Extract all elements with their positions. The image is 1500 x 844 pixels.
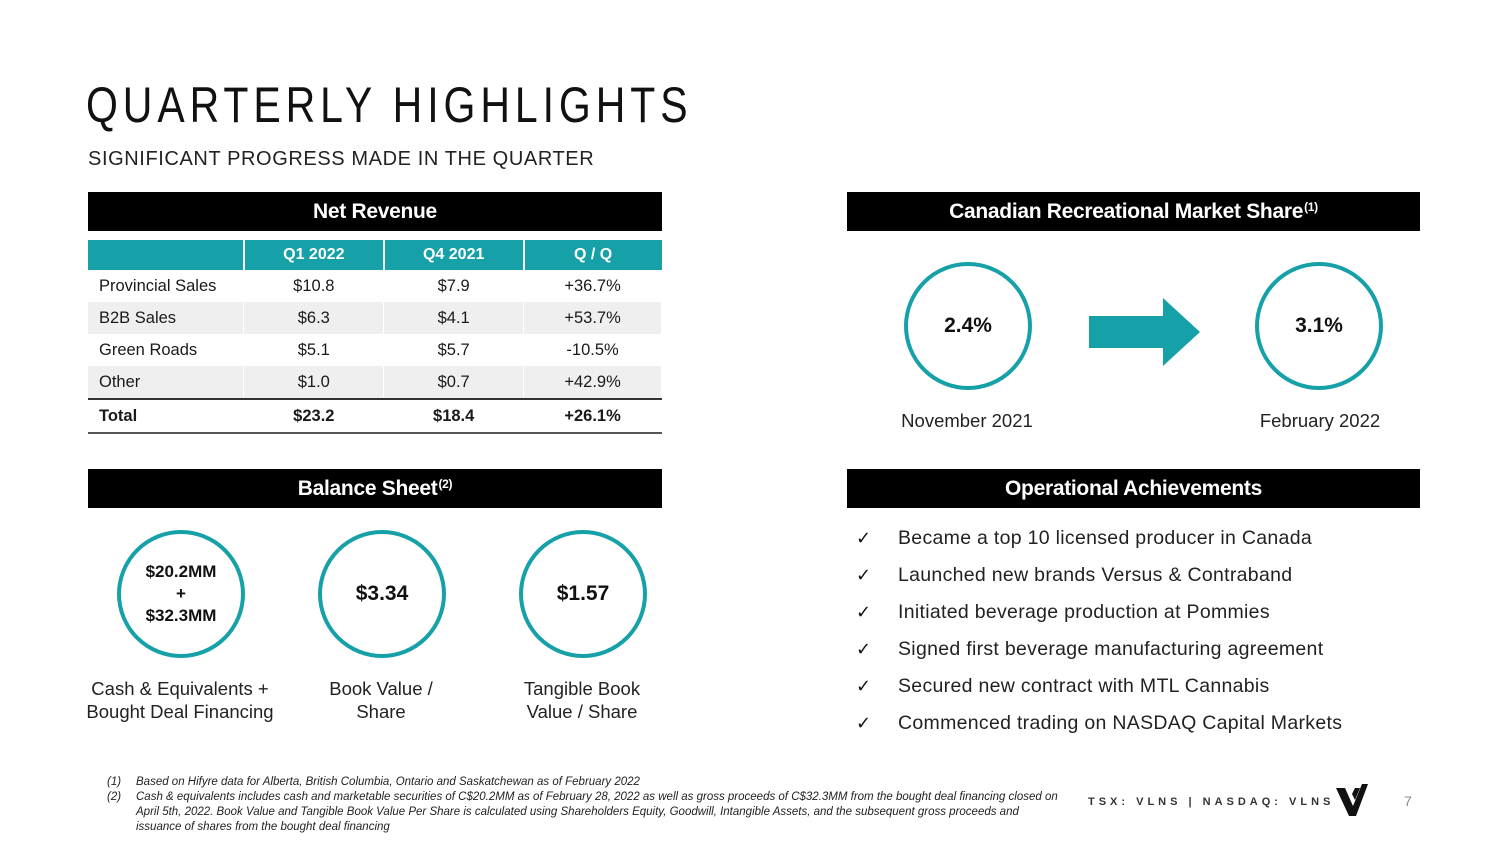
column-header: Q4 2021: [383, 240, 525, 270]
footnote-ref: (2): [438, 476, 453, 491]
check-icon: ✓: [856, 528, 872, 548]
cell-q1: $23.2: [243, 398, 385, 434]
net-revenue-table: Q1 2022 Q4 2021 Q / Q Provincial Sales $…: [88, 240, 662, 434]
row-label: B2B Sales: [88, 302, 245, 334]
cell-q4: $0.7: [383, 366, 525, 399]
market-share-heading: Canadian Recreational Market Share (1): [847, 192, 1420, 231]
list-item: ✓ Launched new brands Versus & Contraband: [856, 557, 1342, 594]
market-share-before-value: 2.4%: [944, 314, 992, 337]
balance-sheet-heading-text: Balance Sheet: [297, 476, 438, 500]
achievement-text: Launched new brands Versus & Contraband: [898, 564, 1293, 586]
tangible-book-value: $1.57: [556, 582, 610, 605]
footnote-text: Cash & equivalents includes cash and mar…: [136, 791, 1058, 833]
cell-qq: +26.1%: [523, 398, 662, 434]
list-item: ✓ Signed first beverage manufacturing agr…: [856, 631, 1342, 668]
page-number: 7: [1404, 793, 1412, 809]
cell-qq: +53.7%: [523, 302, 662, 334]
list-item: ✓ Secured new contract with MTL Cannabis: [856, 668, 1342, 705]
book-value-caption: Book Value / Share: [329, 678, 433, 722]
market-share-after-value: 3.1%: [1295, 314, 1343, 337]
footnote-text: Based on Hifyre data for Alberta, Britis…: [136, 776, 640, 788]
versus-logo-icon: [1336, 784, 1368, 816]
table-row: B2B Sales $6.3 $4.1 +53.7%: [88, 302, 662, 334]
cash-caption: Cash & Equivalents + Bought Deal Financi…: [86, 678, 274, 722]
achievements-list: ✓ Became a top 10 licensed producer in Ca…: [856, 520, 1342, 742]
achievement-text: Became a top 10 licensed producer in Can…: [898, 527, 1312, 549]
check-icon: ✓: [856, 602, 872, 622]
financing-value: $32.3MM: [145, 606, 217, 625]
plus-sign: +: [176, 584, 186, 603]
cell-q4: $7.9: [383, 270, 525, 302]
cell-qq: -10.5%: [523, 334, 662, 366]
book-value-circle: $3.34: [318, 530, 446, 658]
footnote-number: (1): [107, 776, 122, 788]
cell-qq: +42.9%: [523, 366, 662, 399]
cell-qq: +36.7%: [523, 270, 662, 302]
balance-sheet-heading: Balance Sheet (2): [88, 469, 662, 508]
list-item: ✓ Initiated beverage production at Pommie…: [856, 594, 1342, 631]
right-arrow-icon: [1089, 298, 1200, 366]
footnote-ref: (1): [1304, 199, 1318, 214]
cell-q4: $4.1: [383, 302, 525, 334]
operational-heading: Operational Achievements: [847, 469, 1420, 508]
market-share-after-circle: 3.1%: [1255, 262, 1383, 390]
cash-value: $20.2MM: [145, 562, 217, 581]
ticker-symbols: TSX: VLNS | NASDAQ: VLNS: [1088, 796, 1335, 808]
page-title: QUARTERLY HIGHLIGHTS: [86, 77, 693, 133]
footnote: (2) Cash & equivalents includes cash and…: [107, 790, 1067, 835]
achievement-text: Secured new contract with MTL Cannabis: [898, 675, 1270, 697]
check-icon: ✓: [856, 565, 872, 585]
column-header: Q / Q: [523, 240, 662, 270]
row-label: Green Roads: [88, 334, 245, 366]
table-row: Green Roads $5.1 $5.7 -10.5%: [88, 334, 662, 366]
net-revenue-heading: Net Revenue: [88, 192, 662, 231]
check-icon: ✓: [856, 639, 872, 659]
total-row: Total $23.2 $18.4 +26.1%: [88, 398, 662, 434]
cell-q4: $5.7: [383, 334, 525, 366]
market-share-after-label: February 2022: [1259, 410, 1381, 431]
cash-circle: $20.2MM + $32.3MM: [117, 530, 245, 658]
market-share-heading-text: Canadian Recreational Market Share: [949, 199, 1304, 223]
book-value: $3.34: [355, 582, 409, 605]
achievement-text: Commenced trading on NASDAQ Capital Mark…: [898, 712, 1343, 734]
market-share-before-circle: 2.4%: [904, 262, 1032, 390]
table-row: Provincial Sales $10.8 $7.9 +36.7%: [88, 270, 662, 302]
table-header-row: Q1 2022 Q4 2021 Q / Q: [88, 240, 662, 270]
footnote-number: (2): [107, 791, 122, 803]
cell-q1: $5.1: [243, 334, 385, 366]
operational-heading-text: Operational Achievements: [1005, 476, 1262, 500]
table-row: Other $1.0 $0.7 +42.9%: [88, 366, 662, 399]
list-item: ✓ Commenced trading on NASDAQ Capital Mar…: [856, 705, 1342, 742]
cell-q1: $1.0: [243, 366, 385, 399]
row-label: Provincial Sales: [88, 270, 245, 302]
tangible-book-value-caption: Tangible Book Value / Share: [523, 678, 641, 722]
list-item: ✓ Became a top 10 licensed producer in Ca…: [856, 520, 1342, 557]
tangible-book-value-circle: $1.57: [519, 530, 647, 658]
footnote: (1) Based on Hifyre data for Alberta, Br…: [107, 775, 1067, 790]
achievement-text: Signed first beverage manufacturing agre…: [898, 638, 1324, 660]
cell-q1: $10.8: [243, 270, 385, 302]
column-header: [88, 240, 245, 270]
row-label: Total: [88, 398, 245, 434]
achievement-text: Initiated beverage production at Pommies: [898, 601, 1270, 623]
net-revenue-heading-text: Net Revenue: [313, 199, 437, 223]
row-label: Other: [88, 366, 245, 399]
cell-q1: $6.3: [243, 302, 385, 334]
footnotes: (1) Based on Hifyre data for Alberta, Br…: [107, 775, 1067, 835]
market-share-before-label: November 2021: [901, 410, 1033, 431]
cell-q4: $18.4: [383, 398, 525, 434]
check-icon: ✓: [856, 713, 872, 733]
page-subtitle: SIGNIFICANT PROGRESS MADE IN THE QUARTER: [88, 148, 595, 170]
check-icon: ✓: [856, 676, 872, 696]
column-header: Q1 2022: [243, 240, 385, 270]
